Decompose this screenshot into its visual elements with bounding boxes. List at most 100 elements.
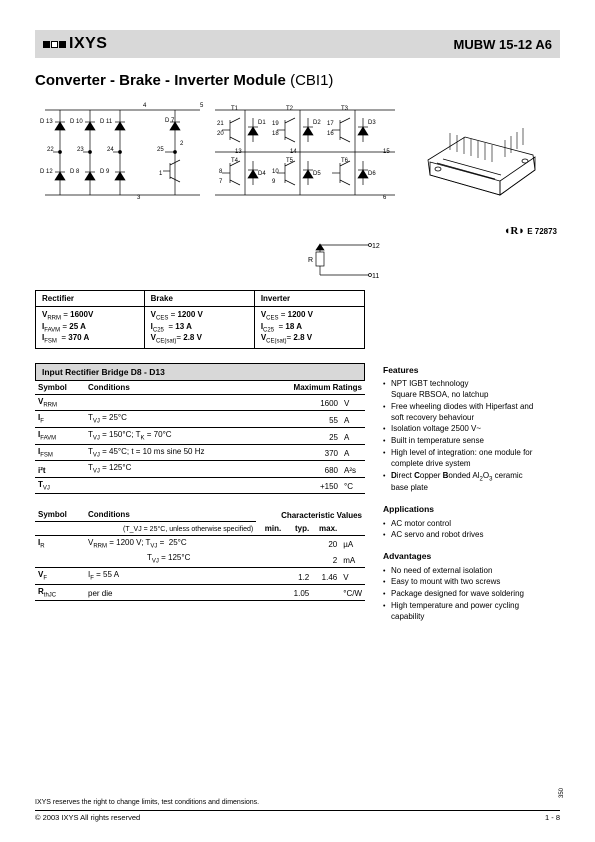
svg-text:7: 7 — [219, 179, 223, 185]
spec-cell: VCES = 1200 V IC25 = 18 A VCE(sat)= 2.8 … — [254, 307, 364, 349]
svg-text:D 12: D 12 — [40, 169, 53, 175]
col-header: Characteristic Values — [256, 508, 365, 522]
copyright-text: © 2003 IXYS All rights reserved — [35, 813, 140, 822]
col-header: Symbol — [35, 381, 85, 395]
brand-logo: IXYS — [43, 35, 107, 53]
svg-text:T2: T2 — [286, 106, 294, 112]
spec-header: Inverter — [254, 291, 364, 307]
svg-text:D3: D3 — [368, 120, 376, 126]
spec-cell: VCES = 1200 V IC25 = 13 A VCE(sat)= 2.8 … — [144, 307, 254, 349]
resistor-network-icon: R 12 11 — [300, 240, 380, 282]
svg-text:12: 12 — [372, 243, 380, 250]
svg-text:D 9: D 9 — [100, 169, 110, 175]
table-row: IFAVMTVJ = 150°C; TK = 70°C25A — [35, 427, 365, 444]
ul-certification: ◖R◗ E 72873 — [504, 225, 557, 237]
table-row: VRRM1600V — [35, 394, 365, 411]
list-item: Isolation voltage 2500 V~ — [383, 424, 538, 435]
svg-text:D2: D2 — [313, 120, 321, 126]
spec-header: Rectifier — [36, 291, 145, 307]
svg-text:D1: D1 — [258, 120, 266, 126]
col-sub: max. — [319, 524, 337, 533]
svg-text:R: R — [308, 257, 313, 264]
svg-text:25: 25 — [157, 147, 164, 153]
cell: 2 — [312, 551, 340, 567]
svg-text:21: 21 — [217, 121, 224, 127]
page-number: 1 - 8 — [545, 813, 560, 822]
ul-number: E 72873 — [527, 227, 557, 236]
svg-text:15: 15 — [383, 149, 390, 155]
col-header: Maximum Ratings — [266, 381, 365, 395]
spec-cell: VRRM = 1600V IFAVM = 25 A IFSM = 370 A — [36, 307, 145, 349]
cell: V — [340, 568, 365, 585]
svg-text:13: 13 — [235, 149, 242, 155]
applications-heading: Applications — [383, 504, 538, 515]
svg-text:24: 24 — [107, 147, 114, 153]
list-item: Built in temperature sense — [383, 436, 538, 447]
cell: 20 — [312, 535, 340, 551]
col-header: Symbol — [35, 508, 85, 522]
table-row: TVJ+150°C — [35, 477, 365, 494]
advantages-list: No need of external isolationEasy to mou… — [383, 566, 538, 623]
svg-text:8: 8 — [219, 169, 223, 175]
char-note: (T_VJ = 25°C, unless otherwise specified… — [85, 522, 256, 536]
header-bar: IXYS MUBW 15-12 A6 — [35, 30, 560, 58]
advantages-heading: Advantages — [383, 551, 538, 562]
max-ratings-table: Symbol Conditions Maximum Ratings VRRM16… — [35, 381, 365, 495]
right-column: Features NPT IGBT technologySquare RBSOA… — [383, 363, 538, 633]
cell: °C/W — [340, 584, 365, 601]
list-item: Direct Copper Bonded Al2O3 ceramic base … — [383, 471, 538, 494]
list-item: Package designed for wave soldering — [383, 589, 538, 600]
list-item: AC servo and robot drives — [383, 530, 538, 541]
page-footer: © 2003 IXYS All rights reserved 1 - 8 — [35, 810, 560, 822]
list-item: NPT IGBT technologySquare RBSOA, no latc… — [383, 379, 538, 401]
svg-text:T4: T4 — [231, 158, 239, 164]
svg-text:17: 17 — [327, 121, 334, 127]
svg-text:22: 22 — [47, 147, 54, 153]
svg-text:T5: T5 — [286, 158, 294, 164]
left-column: Input Rectifier Bridge D8 - D13 Symbol C… — [35, 363, 365, 633]
list-item: No need of external isolation — [383, 566, 538, 577]
svg-text:9: 9 — [272, 179, 276, 185]
ul-logo-icon: ◖R◗ — [504, 225, 525, 237]
svg-text:D 13: D 13 — [40, 119, 53, 125]
col-header: Conditions — [85, 381, 266, 395]
features-list: NPT IGBT technologySquare RBSOA, no latc… — [383, 379, 538, 494]
spec-header: Brake — [144, 291, 254, 307]
col-header: Conditions — [85, 508, 256, 522]
brand-text: IXYS — [69, 35, 107, 53]
logo-squares-icon — [43, 41, 67, 48]
col-sub: typ. — [295, 524, 309, 533]
svg-text:18: 18 — [272, 131, 279, 137]
svg-text:3: 3 — [137, 195, 141, 201]
list-item: High level of integration: one module fo… — [383, 448, 538, 470]
schematic-row: D 13D 10D 11 D 12D 8D 9 222324 45 3 D 7 … — [35, 95, 560, 230]
circuit-schematic-icon: D 13D 10D 11 D 12D 8D 9 222324 45 3 D 7 … — [35, 95, 405, 230]
part-number: MUBW 15-12 A6 — [454, 37, 552, 52]
title-main: Converter - Brake - Inverter Module — [35, 72, 286, 89]
svg-text:T3: T3 — [341, 106, 349, 112]
svg-text:D 11: D 11 — [100, 119, 113, 125]
applications-list: AC motor controlAC servo and robot drive… — [383, 519, 538, 542]
features-heading: Features — [383, 365, 538, 376]
svg-text:14: 14 — [290, 149, 297, 155]
svg-text:D 7: D 7 — [165, 118, 175, 124]
svg-text:D6: D6 — [368, 171, 376, 177]
main-columns: Input Rectifier Bridge D8 - D13 Symbol C… — [35, 363, 560, 633]
cell: IF = 55 A — [85, 568, 256, 585]
svg-text:16: 16 — [327, 131, 334, 137]
svg-text:4: 4 — [143, 103, 147, 109]
svg-text:2: 2 — [180, 141, 184, 147]
cell: 1.46 — [312, 568, 340, 585]
disclaimer-text: IXYS reserves the right to change limits… — [35, 799, 259, 806]
cell: µA — [340, 535, 365, 551]
svg-text:19: 19 — [272, 121, 279, 127]
svg-text:1: 1 — [159, 171, 163, 177]
package-drawing-icon — [415, 95, 545, 215]
cell: per die — [85, 584, 256, 601]
svg-text:23: 23 — [77, 147, 84, 153]
list-item: Free wheeling diodes with Hiperfast and … — [383, 402, 538, 424]
table-row: IFSMTVJ = 45°C; t = 10 ms sine 50 Hz370A — [35, 444, 365, 461]
svg-text:D4: D4 — [258, 171, 266, 177]
svg-text:5: 5 — [200, 103, 204, 109]
cell: 1.2 — [284, 568, 312, 585]
